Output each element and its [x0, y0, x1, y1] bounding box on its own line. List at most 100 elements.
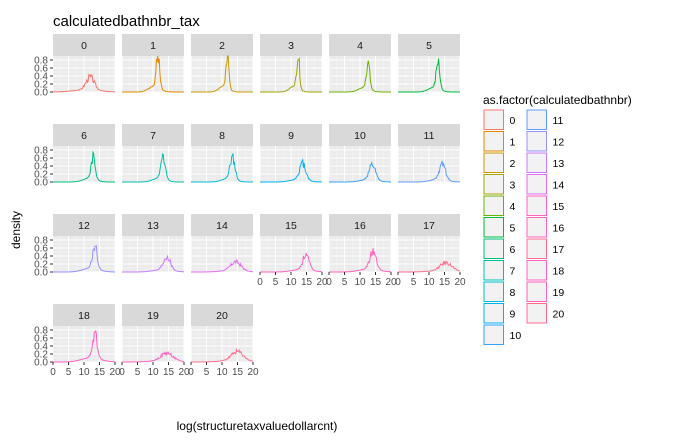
x-tick-label: 5 — [273, 277, 279, 288]
legend-key — [526, 174, 547, 195]
density-curve — [260, 158, 323, 183]
facet-strip — [191, 124, 253, 146]
legend-label: 7 — [510, 265, 516, 277]
y-tick-label: 0.8 — [34, 236, 48, 247]
facet-panel-18: 18 0.00.20.40.60.8 0 5 10 15 20 — [34, 304, 121, 378]
density-curve — [398, 260, 461, 273]
x-axis-title: log(structuretaxvaluedollarcnt) — [177, 419, 338, 433]
y-tick-label: 0.6 — [34, 244, 48, 255]
facet-strip-label: 10 — [354, 130, 366, 142]
facet-strip-label: 9 — [288, 130, 294, 142]
legend-label: 4 — [510, 201, 516, 213]
legend-label: 20 — [553, 308, 565, 320]
legend-key — [483, 303, 504, 324]
facet-panel-2: 2 — [190, 34, 254, 93]
facet-panel-11: 11 — [397, 124, 461, 183]
facet-panel-0: 0 0.00.20.40.60.8 — [34, 34, 116, 99]
legend-item-11: 11 — [526, 109, 564, 130]
facet-strip-label: 11 — [424, 130, 435, 142]
legend-label: 19 — [553, 287, 565, 299]
x-tick-label: 20 — [109, 367, 121, 378]
x-tick-label: 15 — [439, 277, 451, 288]
facet-strip-label: 14 — [216, 220, 228, 232]
facet-strip-label: 2 — [219, 40, 225, 52]
legend-key — [483, 260, 504, 281]
legend-key — [483, 217, 504, 238]
y-tick-label: 0.0 — [34, 268, 48, 279]
density-curve — [329, 160, 392, 183]
facet-panel-19: 19 0 5 10 15 20 — [119, 304, 190, 378]
legend-item-1: 1 — [483, 131, 516, 152]
x-tick-label: 10 — [78, 367, 90, 378]
facet-strip-label: 13 — [147, 220, 159, 232]
facet-panel-1: 1 — [121, 34, 185, 93]
legend-item-17: 17 — [526, 238, 564, 259]
facet-strip — [191, 214, 253, 236]
x-tick-label: 20 — [454, 277, 466, 288]
x-tick-label: 10 — [354, 277, 366, 288]
facet-strip — [122, 34, 184, 56]
legend-item-5: 5 — [483, 217, 516, 238]
density-curve — [190, 347, 254, 363]
legend: as.factor(calculatedbathnbr) 01234567891… — [483, 93, 632, 345]
legend-item-0: 0 — [483, 109, 516, 130]
legend-key — [526, 217, 547, 238]
density-curve — [191, 55, 253, 93]
facet-panel-12: 12 0.00.20.40.60.8 — [34, 214, 116, 279]
density-curve — [329, 60, 391, 93]
legend-item-15: 15 — [526, 195, 564, 216]
facet-strip — [191, 34, 253, 56]
legend-item-7: 7 — [483, 260, 516, 281]
facet-strip — [398, 34, 460, 56]
y-tick-label: 0.4 — [34, 162, 48, 173]
x-tick-label: 0 — [188, 367, 194, 378]
facet-strip-label: 5 — [426, 40, 432, 52]
x-tick-label: 15 — [232, 367, 244, 378]
legend-item-13: 13 — [526, 152, 565, 173]
legend-label: 1 — [510, 136, 516, 148]
legend-key — [483, 109, 504, 130]
y-tick-label: 0.4 — [34, 342, 48, 353]
x-tick-label: 0 — [257, 277, 263, 288]
legend-label: 6 — [510, 244, 516, 256]
legend-label: 3 — [510, 179, 516, 191]
facet-strip-label: 20 — [216, 310, 228, 322]
facet-panel-3: 3 — [259, 34, 323, 93]
facet-strip — [53, 124, 115, 146]
density-curve — [122, 152, 184, 183]
facet-strip — [53, 214, 115, 236]
legend-key — [483, 131, 504, 152]
legend-key — [483, 174, 504, 195]
legend-label: 13 — [553, 158, 565, 170]
legend-label: 12 — [553, 136, 565, 148]
legend-key — [526, 152, 547, 173]
facet-strip-label: 7 — [150, 130, 156, 142]
facet-strip-label: 3 — [288, 40, 294, 52]
x-tick-label: 15 — [301, 277, 313, 288]
x-tick-label: 5 — [411, 277, 417, 288]
density-curve — [398, 58, 460, 93]
legend-label: 2 — [510, 158, 516, 170]
facet-strip-label: 18 — [78, 310, 90, 322]
facet-strip-label: 12 — [78, 220, 90, 232]
legend-item-10: 10 — [483, 324, 521, 345]
y-tick-label: 0.2 — [34, 350, 48, 361]
facet-panel-17: 17 0 5 10 15 20 — [395, 214, 466, 288]
x-tick-label: 10 — [285, 277, 297, 288]
facet-strip-label: 15 — [285, 220, 297, 232]
x-tick-label: 20 — [178, 367, 190, 378]
legend-label: 11 — [553, 115, 564, 127]
facet-strip-label: 4 — [357, 40, 363, 52]
legend-item-12: 12 — [526, 131, 565, 152]
density-curve — [122, 351, 185, 363]
chart-title: calculatedbathnbr_tax — [53, 13, 200, 30]
x-tick-label: 0 — [326, 277, 332, 288]
facet-strip — [398, 124, 460, 146]
facet-panel-14: 14 — [190, 214, 254, 273]
x-tick-label: 20 — [385, 277, 397, 288]
legend-item-19: 19 — [526, 281, 565, 302]
legend-key — [526, 303, 547, 324]
legend-key — [483, 238, 504, 259]
facet-panel-8: 8 — [190, 124, 254, 183]
y-tick-label: 0.8 — [34, 146, 48, 157]
